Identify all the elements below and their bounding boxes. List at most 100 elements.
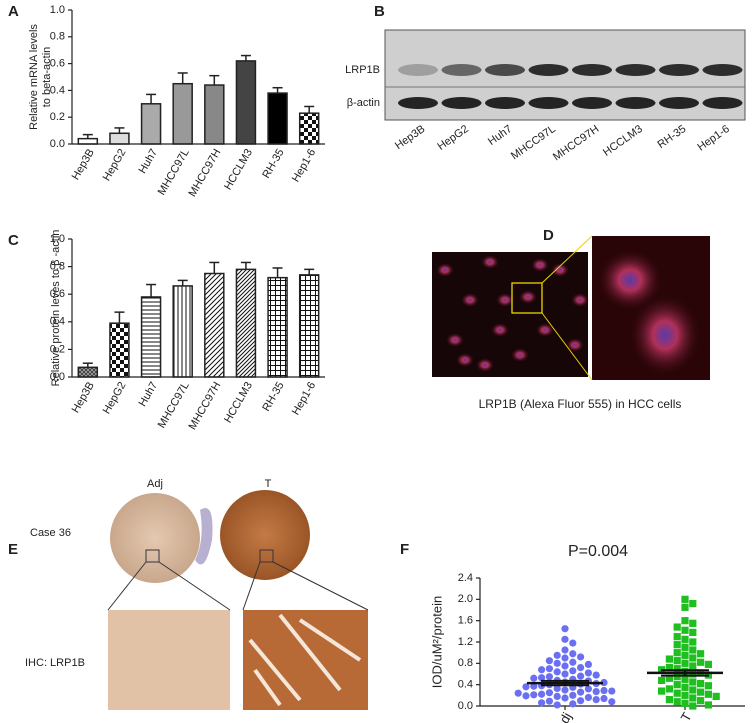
x-tick-label: HepG2 (101, 380, 129, 416)
lane-label: MHCC97L (509, 123, 558, 162)
data-point (569, 639, 577, 647)
data-point (689, 628, 697, 636)
data-point (681, 595, 689, 603)
data-point (561, 625, 569, 633)
data-point (689, 686, 697, 694)
data-point (608, 687, 616, 695)
data-point (553, 701, 561, 709)
data-point (553, 692, 561, 701)
bar (235, 268, 257, 378)
column-label: Adj (147, 478, 163, 490)
data-point (689, 646, 697, 654)
band (615, 64, 656, 76)
y-tick-label: 2.0 (458, 593, 473, 605)
data-point (522, 683, 530, 691)
data-point (673, 641, 681, 649)
x-tick-label: HepG2 (101, 147, 129, 183)
cell (476, 358, 494, 372)
lane-label: HepG2 (435, 123, 470, 153)
data-point (681, 683, 689, 691)
data-point (665, 664, 673, 672)
data-point (545, 665, 554, 673)
cell (436, 263, 454, 277)
bar (204, 272, 225, 378)
cell (551, 263, 569, 277)
data-point (704, 660, 712, 668)
y-tick-label: 1.0 (50, 4, 65, 16)
x-tick-label: MHCC97H (186, 380, 223, 432)
cell (536, 323, 554, 337)
x-tick-label: Hep1-6 (290, 147, 318, 184)
y-tick-label: 0.0 (50, 138, 65, 150)
data-point (681, 691, 689, 699)
x-tick-label: T (678, 710, 695, 723)
data-point (522, 692, 530, 700)
zoom-line (107, 561, 147, 611)
data-point (538, 674, 546, 682)
bar (77, 366, 99, 378)
x-tick-label: Hep1-6 (290, 380, 318, 417)
zoom-line (242, 561, 261, 611)
x-tick-label: RH-35 (260, 147, 286, 181)
data-point (538, 699, 546, 707)
y-tick-label: 0.0 (458, 700, 473, 712)
data-point (608, 698, 616, 706)
bar (109, 322, 130, 378)
data-point (697, 650, 705, 658)
panel-label: B (374, 3, 385, 20)
data-point (553, 668, 561, 676)
x-tick-label: RH-35 (260, 380, 286, 414)
cell (511, 348, 529, 362)
data-point (569, 658, 577, 666)
cell (598, 250, 662, 310)
x-tick-label: HCCLM3 (222, 380, 255, 425)
cell (566, 338, 584, 352)
data-point (673, 698, 681, 706)
y-tick-label: 0.6 (50, 288, 65, 300)
data-point (673, 681, 681, 689)
data-point (665, 655, 673, 663)
panel-label: C (8, 232, 19, 249)
data-point (681, 603, 689, 611)
band (572, 64, 612, 76)
band (441, 97, 482, 109)
data-point (704, 701, 712, 709)
row-label: β-actin (347, 97, 380, 109)
zoom-line (541, 312, 593, 381)
column-label: T (265, 478, 272, 490)
bar (172, 82, 193, 145)
data-point (561, 662, 569, 670)
band (485, 64, 525, 76)
y-axis-title: to beta-actin (41, 47, 53, 108)
data-point (673, 673, 681, 681)
data-point (530, 691, 538, 699)
data-point (592, 696, 600, 704)
data-point (689, 600, 697, 608)
data-point (697, 658, 705, 666)
data-point (658, 687, 666, 695)
data-point (712, 692, 720, 700)
lane-label: Huh7 (486, 123, 514, 148)
band (615, 97, 656, 109)
cell (519, 290, 537, 304)
cell (630, 295, 700, 375)
bar (172, 285, 193, 378)
tissue-fragment (195, 508, 213, 565)
y-axis-title: Relative mRNA levels (28, 24, 40, 130)
cell (571, 293, 589, 307)
band (398, 64, 438, 76)
bar (298, 112, 320, 145)
x-tick-label: Huh7 (137, 147, 161, 176)
bar (109, 132, 130, 145)
data-point (514, 689, 522, 697)
y-tick-label: 1.0 (50, 233, 65, 245)
y-tick-label: 2.4 (458, 572, 473, 584)
data-point (689, 638, 697, 646)
data-point (584, 660, 593, 669)
data-point (577, 653, 585, 661)
data-point (569, 650, 577, 658)
data-point (530, 674, 538, 682)
bar (267, 276, 288, 378)
bar (140, 103, 162, 145)
